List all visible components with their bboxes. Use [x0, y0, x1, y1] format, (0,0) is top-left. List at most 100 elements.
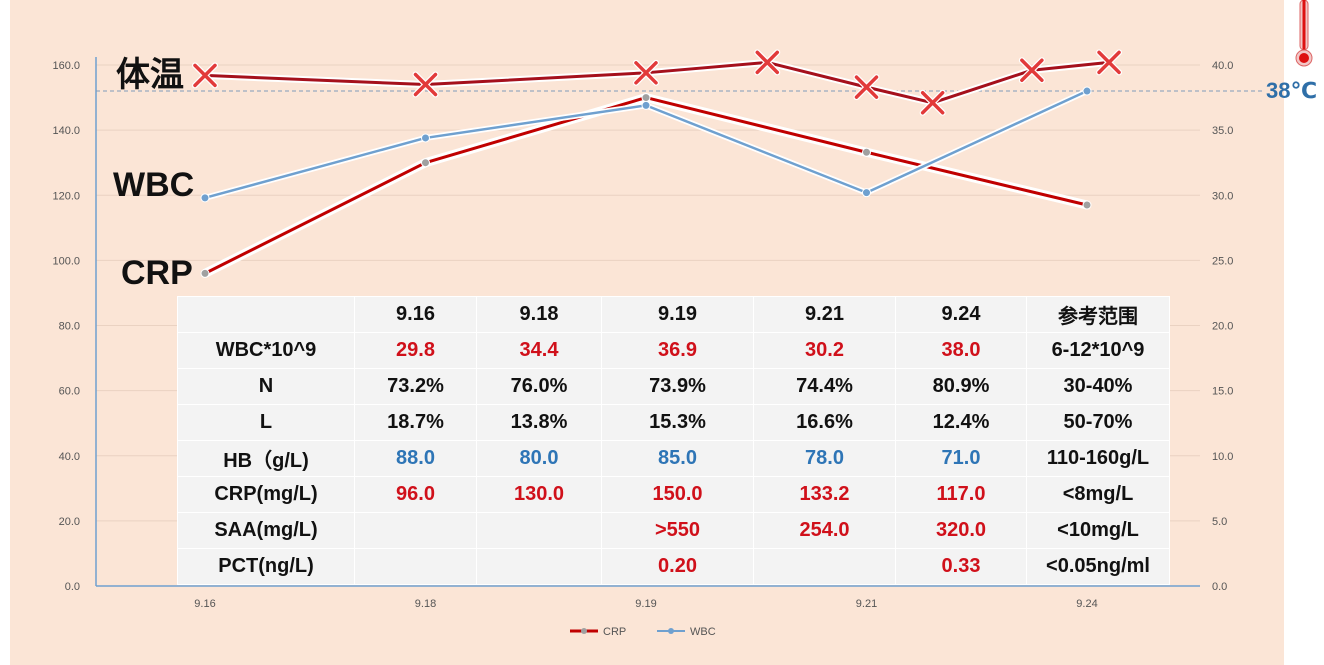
y-left-tick-label: 60.0: [59, 386, 80, 398]
wbc-point: [641, 100, 651, 110]
y-left-tick-label: 140.0: [52, 125, 80, 137]
table-row: SAA(mg/L) >550 254.0 320.0 <10mg/L: [177, 512, 1170, 549]
row-label: WBC*10^9: [177, 332, 355, 369]
table-header-cell: 参考范围: [1026, 296, 1170, 333]
y-right-tick-label: 5.0: [1212, 516, 1227, 528]
temperature-x-marker: [853, 74, 880, 101]
temperature-x-marker: [192, 62, 218, 89]
temperature-x-marker: [1018, 57, 1045, 84]
temperature-x-marker: [1096, 49, 1123, 76]
table-cell: 320.0: [895, 512, 1027, 549]
temperature-series: [192, 49, 1123, 116]
crp-point: [200, 268, 210, 278]
wbc-point: [200, 193, 210, 203]
table-cell: 16.6%: [753, 404, 896, 441]
table-cell: 133.2: [753, 476, 896, 513]
x-tick-label: 9.21: [856, 598, 877, 610]
row-label: L: [177, 404, 355, 441]
table-row: L 18.7% 13.8% 15.3% 16.6% 12.4% 50-70%: [177, 404, 1170, 441]
temperature-threshold-label: 38℃: [1266, 78, 1317, 103]
wbc-series-label: WBC: [113, 166, 194, 204]
table-cell: [753, 548, 896, 585]
series-lines: [200, 86, 1092, 278]
table-cell: 73.9%: [601, 368, 754, 405]
x-tick-label: 9.16: [194, 598, 215, 610]
crp-series-label: CRP: [121, 254, 193, 292]
table-header-cell: 9.19: [601, 296, 754, 333]
crp-point: [641, 93, 651, 103]
table-header-row: 9.16 9.18 9.19 9.21 9.24 参考范围: [177, 296, 1170, 333]
temperature-series-label: 体温: [116, 56, 184, 94]
table-cell: 117.0: [895, 476, 1027, 513]
reference-range-cell: <0.05ng/ml: [1026, 548, 1170, 585]
legend-crp-label: CRP: [603, 626, 626, 638]
y-left-tick-label: 40.0: [59, 451, 80, 463]
table-cell: 85.0: [601, 440, 754, 477]
wbc-point: [1082, 86, 1092, 96]
crp-point: [421, 158, 430, 168]
temperature-line: [204, 60, 1110, 105]
table-cell: 0.33: [895, 548, 1027, 585]
table-header-cell: [177, 296, 355, 333]
row-label: CRP(mg/L): [177, 476, 355, 513]
table-cell: 29.8: [354, 332, 477, 369]
y-right-tick-label: 10.0: [1212, 451, 1233, 463]
reference-range-cell: <10mg/L: [1026, 512, 1170, 549]
y-left-tick-label: 80.0: [59, 321, 80, 333]
row-label: PCT(ng/L): [177, 548, 355, 585]
y-left-tick-label: 100.0: [52, 255, 80, 267]
table-cell: 74.4%: [753, 368, 896, 405]
y-left-tick-label: 120.0: [52, 190, 80, 202]
row-label: HB（g/L): [177, 440, 355, 477]
table-cell: [476, 548, 602, 585]
reference-range-cell: 50-70%: [1026, 404, 1170, 441]
y-right-tick-label: 15.0: [1212, 386, 1233, 398]
lab-results-table: 9.16 9.18 9.19 9.21 9.24 参考范围 WBC*10^9 2…: [177, 296, 1170, 585]
x-tick-label: 9.18: [415, 598, 436, 610]
legend-wbc-label: WBC: [690, 626, 716, 638]
crp-point: [1082, 200, 1092, 210]
table-cell: 13.8%: [476, 404, 602, 441]
thermometer-icon: [1295, 0, 1313, 67]
y-right-tick-label: 40.0: [1212, 60, 1233, 72]
temperature-x-marker: [919, 89, 946, 116]
table-header-cell: 9.21: [753, 296, 896, 333]
temperature-x-marker: [412, 71, 439, 98]
crp-point: [862, 147, 871, 157]
reference-range-cell: 110-160g/L: [1026, 440, 1170, 477]
table-cell: 80.0: [476, 440, 602, 477]
table-cell: 18.7%: [354, 404, 477, 441]
reference-range-cell: 6-12*10^9: [1026, 332, 1170, 369]
reference-range-cell: 30-40%: [1026, 368, 1170, 405]
y-right-tick-label: 0.0: [1212, 581, 1227, 593]
temperature-x-marker: [633, 59, 659, 86]
wbc-point: [862, 188, 871, 198]
table-header-cell: 9.16: [354, 296, 477, 333]
row-label: N: [177, 368, 355, 405]
y-left-tick-label: 160.0: [52, 60, 80, 72]
y-right-tick-label: 30.0: [1212, 190, 1233, 202]
table-cell: [354, 548, 477, 585]
row-label: SAA(mg/L): [177, 512, 355, 549]
table-header-cell: 9.18: [476, 296, 602, 333]
y-left-tick-label: 20.0: [59, 516, 80, 528]
table-cell: [354, 512, 477, 549]
table-header-cell: 9.24: [895, 296, 1027, 333]
table-row: HB（g/L) 88.0 80.0 85.0 78.0 71.0 110-160…: [177, 440, 1170, 477]
table-cell: 15.3%: [601, 404, 754, 441]
table-cell: 130.0: [476, 476, 602, 513]
legend-wbc-marker: [668, 628, 674, 634]
table-cell: 96.0: [354, 476, 477, 513]
table-row: CRP(mg/L) 96.0 130.0 150.0 133.2 117.0 <…: [177, 476, 1170, 513]
y-right-tick-label: 25.0: [1212, 255, 1233, 267]
table-cell: 36.9: [601, 332, 754, 369]
table-cell: 73.2%: [354, 368, 477, 405]
table-row: PCT(ng/L) 0.20 0.33 <0.05ng/ml: [177, 548, 1170, 585]
legend: CRP WBC: [570, 626, 716, 638]
reference-range-cell: <8mg/L: [1026, 476, 1170, 513]
table-cell: 71.0: [895, 440, 1027, 477]
table-cell: 30.2: [753, 332, 896, 369]
y-right-tick-label: 20.0: [1212, 321, 1233, 333]
wbc-point: [421, 133, 430, 143]
